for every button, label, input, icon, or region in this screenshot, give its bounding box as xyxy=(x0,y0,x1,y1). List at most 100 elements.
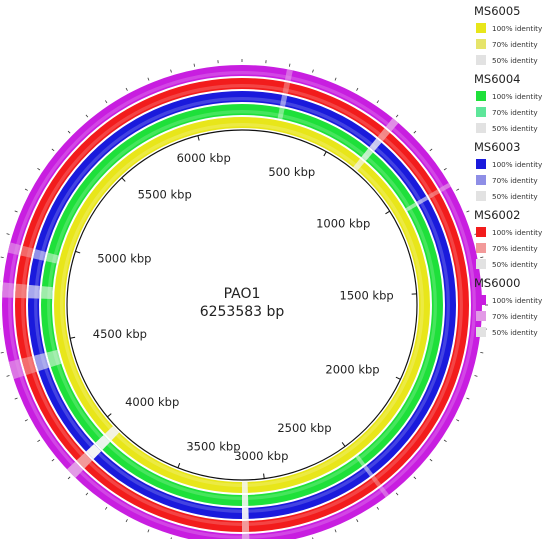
inner-tick xyxy=(341,442,346,447)
tick-mark xyxy=(376,100,380,104)
legend-row: 100% identity xyxy=(474,292,550,308)
legend-swatch xyxy=(476,191,486,201)
genome-size: 6253583 bp xyxy=(200,304,285,320)
tick-mark xyxy=(376,506,380,510)
tick-mark xyxy=(147,529,150,533)
legend-row: 50% identity xyxy=(474,256,550,272)
legend-row: 50% identity xyxy=(474,52,550,68)
inner-tick xyxy=(70,336,76,339)
legend-title: MS6003 xyxy=(474,140,521,154)
legend-swatch xyxy=(476,107,486,117)
legend-label: 50% identity xyxy=(492,123,538,133)
tick-mark xyxy=(443,439,447,443)
scale-label: 3000 kbp xyxy=(234,449,288,463)
legend-row: 70% identity xyxy=(474,104,550,120)
scale-labels: 500 kbp 1000 kbp 1500 kbp 2000 kbp 2500 kbp 3… xyxy=(70,135,417,479)
legend-label: 100% identity xyxy=(492,295,543,305)
tick-mark xyxy=(125,87,128,91)
inner-tick xyxy=(323,151,327,157)
scale-label: 5000 kbp xyxy=(97,251,151,265)
tick-mark xyxy=(456,188,460,191)
tick-mark xyxy=(67,130,71,134)
legend: MS6005 100% identity 70% identity 50% ident… xyxy=(474,0,550,340)
legend-swatch xyxy=(476,311,486,321)
tick-mark xyxy=(395,492,399,496)
legend-swatch xyxy=(476,243,486,253)
legend-label: 50% identity xyxy=(492,259,538,269)
legend-swatch xyxy=(476,55,486,65)
inner-tick xyxy=(197,135,200,141)
legend-label: 70% identity xyxy=(492,311,538,321)
legend-label: 70% identity xyxy=(492,107,538,117)
scale-label: 3500 kbp xyxy=(186,439,240,453)
identity-rings xyxy=(2,65,482,539)
legend-row: 70% identity xyxy=(474,172,550,188)
legend-swatch xyxy=(476,295,486,305)
legend-row: 50% identity xyxy=(474,324,550,340)
tick-mark xyxy=(0,352,4,354)
backbone-circle xyxy=(66,129,418,481)
inner-tick xyxy=(263,473,265,479)
legend-group-ms6005: MS6005 100% identity 70% identity 50% ident… xyxy=(474,0,550,68)
tick-mark xyxy=(147,77,150,81)
legend-label: 70% identity xyxy=(492,39,538,49)
tick-mark xyxy=(413,130,417,134)
genome-name: PAO1 xyxy=(224,286,261,302)
legend-row: 70% identity xyxy=(474,36,550,52)
inner-tick xyxy=(75,250,81,254)
legend-title: MS6004 xyxy=(474,72,521,86)
tick-mark xyxy=(67,476,71,480)
inner-tick xyxy=(121,177,126,182)
tick-mark xyxy=(456,419,460,422)
legend-swatch xyxy=(476,175,486,185)
legend-label: 50% identity xyxy=(492,55,538,65)
tick-mark xyxy=(170,69,172,73)
ring-ms6004 xyxy=(41,104,443,506)
ring-ms6002 xyxy=(15,78,469,532)
scale-label: 500 kbp xyxy=(268,165,315,179)
scale-label: 2500 kbp xyxy=(277,421,331,435)
legend-row: 100% identity xyxy=(474,20,550,36)
scale-label: 4000 kbp xyxy=(125,395,179,409)
legend-label: 100% identity xyxy=(492,23,543,33)
legend-swatch xyxy=(476,327,486,337)
legend-label: 100% identity xyxy=(492,91,543,101)
legend-swatch xyxy=(476,123,486,133)
inner-tick xyxy=(107,413,112,418)
legend-label: 70% identity xyxy=(492,175,538,185)
ring-ms6005 xyxy=(54,117,430,493)
tick-mark xyxy=(24,419,28,422)
legend-group-ms6003: MS6003 100% identity 70% identity 50% ident… xyxy=(474,136,550,204)
tick-mark xyxy=(0,256,4,258)
legend-title: MS6002 xyxy=(474,208,521,222)
legend-group-ms6000: MS6000 100% identity 70% identity 50% ident… xyxy=(474,272,550,340)
legend-row: 100% identity xyxy=(474,224,550,240)
legend-title: MS6005 xyxy=(474,4,521,18)
tick-mark xyxy=(51,458,55,462)
tick-mark xyxy=(6,375,10,377)
legend-label: 100% identity xyxy=(492,227,543,237)
legend-row: 70% identity xyxy=(474,240,550,256)
scale-label: 1500 kbp xyxy=(340,288,394,302)
legend-row: 100% identity xyxy=(474,156,550,172)
legend-label: 50% identity xyxy=(492,327,538,337)
legend-swatch xyxy=(476,159,486,169)
tick-mark xyxy=(37,167,41,171)
legend-group-ms6004: MS6004 100% identity 70% identity 50% ident… xyxy=(474,68,550,136)
tick-mark xyxy=(474,375,478,377)
legend-row: 50% identity xyxy=(474,120,550,136)
scale-label: 4500 kbp xyxy=(93,327,147,341)
legend-title: MS6000 xyxy=(474,276,521,290)
tick-mark xyxy=(466,210,470,213)
scale-ticks xyxy=(0,59,488,539)
scale-label: 1000 kbp xyxy=(316,216,370,230)
legend-group-ms6002: MS6002 100% identity 70% identity 50% ident… xyxy=(474,204,550,272)
tick-mark xyxy=(51,148,55,152)
tick-mark xyxy=(312,69,314,73)
tick-mark xyxy=(193,63,195,67)
tick-mark xyxy=(14,210,18,213)
tick-mark xyxy=(429,458,433,462)
legend-label: 100% identity xyxy=(492,159,543,169)
legend-swatch xyxy=(476,39,486,49)
legend-row: 70% identity xyxy=(474,308,550,324)
